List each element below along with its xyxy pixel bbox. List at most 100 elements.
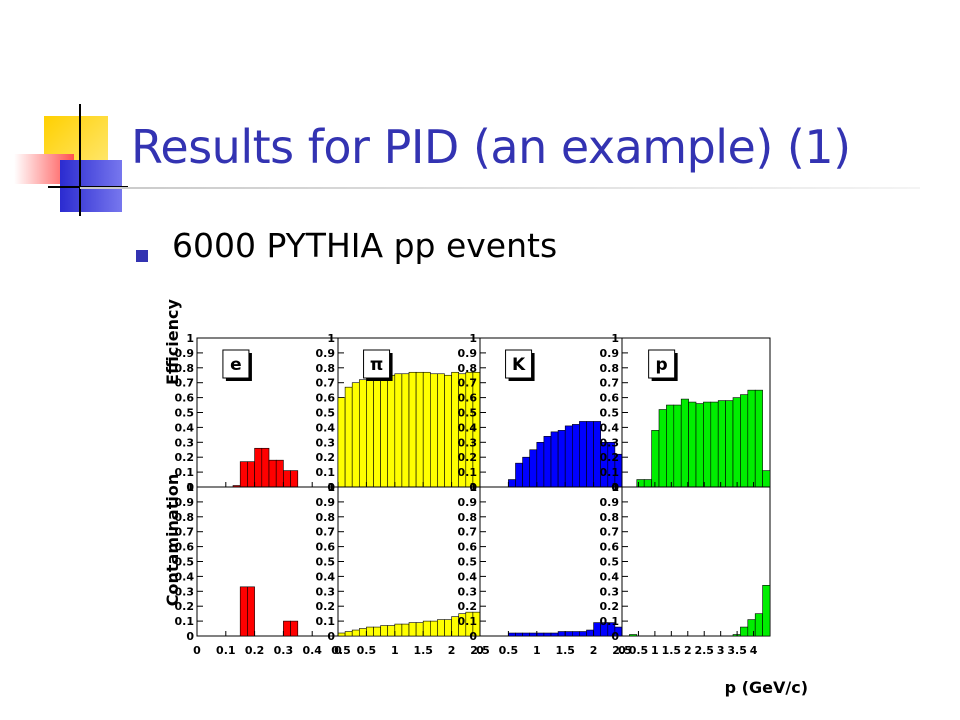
bar-efficiency: [740, 394, 749, 488]
y-tick-label: 0.6: [458, 541, 478, 554]
bar-efficiency: [515, 462, 523, 488]
y-tick-label: 0.1: [316, 466, 336, 479]
y-tick-label: 0.5: [175, 407, 195, 420]
bar-efficiency: [522, 456, 530, 488]
y-tick-label: 0.6: [316, 392, 336, 405]
y-tick-label: 0.6: [458, 392, 478, 405]
bar-efficiency: [651, 430, 660, 488]
bar-efficiency: [673, 404, 682, 488]
y-tick-label: 0.4: [316, 421, 336, 434]
bar-efficiency: [415, 371, 424, 488]
y-tick-label: 0.4: [175, 570, 195, 583]
bar-contamination: [408, 622, 417, 637]
y-tick-label: 0.3: [175, 436, 195, 449]
x-tick-label: 2: [590, 644, 598, 657]
bar-efficiency: [429, 373, 438, 488]
bar-contamination: [522, 632, 530, 637]
y-tick-label: 1: [327, 481, 335, 494]
y-tick-label: 0.8: [600, 362, 620, 375]
x-tick-label: 0: [476, 644, 484, 657]
y-tick-label: 0.9: [600, 496, 620, 509]
y-tick-label: 0: [469, 481, 477, 494]
y-tick-label: 0.5: [175, 556, 195, 569]
bar-efficiency: [586, 421, 594, 488]
bar-efficiency: [643, 479, 652, 488]
bar-contamination: [586, 629, 594, 637]
y-tick-label: 0.8: [458, 362, 478, 375]
y-tick-label: 0: [327, 481, 335, 494]
y-tick-label: 0.9: [175, 347, 195, 360]
bar-efficiency: [543, 436, 552, 488]
y-tick-label: 0.1: [175, 466, 195, 479]
x-tick-label: 3.5: [727, 644, 747, 657]
y-tick-label: 0.2: [316, 451, 336, 464]
bar-efficiency: [290, 470, 299, 488]
bar-contamination: [543, 632, 552, 637]
y-tick-label: 0.3: [175, 585, 195, 598]
bar-contamination: [290, 620, 299, 637]
y-tick-label: 0: [611, 481, 619, 494]
y-tick-label: 0.1: [458, 466, 478, 479]
bar-efficiency: [536, 441, 545, 488]
bar-contamination: [247, 586, 255, 637]
bar-contamination: [515, 632, 523, 637]
y-tick-label: 0.1: [600, 466, 620, 479]
bar-contamination: [366, 626, 374, 637]
bar-contamination: [373, 626, 381, 637]
bar-efficiency: [437, 373, 445, 488]
y-tick-label: 1: [186, 332, 194, 345]
bar-efficiency: [373, 376, 381, 488]
bar-contamination: [629, 634, 638, 637]
y-tick-label: 1: [186, 481, 194, 494]
x-tick-label: 1: [533, 644, 541, 657]
bar-efficiency: [564, 425, 573, 488]
y-tick-label: 0.2: [600, 600, 620, 613]
y-tick-label: 1: [469, 481, 477, 494]
legend-box: [222, 349, 250, 379]
bar-contamination: [508, 632, 516, 637]
legend-label: π: [370, 355, 383, 375]
y-tick-label: 0.5: [600, 556, 620, 569]
y-tick-label: 0.4: [600, 421, 620, 434]
legend-box: [363, 349, 391, 379]
bar-contamination: [740, 626, 749, 637]
x-tick-label: 3: [717, 644, 725, 657]
y-tick-label: 0.2: [600, 451, 620, 464]
bar-efficiency: [725, 400, 734, 488]
bar-contamination: [422, 620, 431, 637]
y-tick-label: 1: [469, 332, 477, 345]
bar-contamination: [529, 632, 538, 637]
x-tick-label: 0.5: [331, 644, 351, 657]
bar-efficiency: [747, 389, 756, 488]
bullet-text: 6000 PYTHIA pp events: [172, 226, 558, 265]
y-tick-label: 0: [186, 630, 194, 643]
x-tick-label: 4: [750, 644, 758, 657]
x-tick-label: 2: [684, 644, 692, 657]
y-tick-label: 0.7: [175, 526, 195, 539]
bar-efficiency: [261, 447, 270, 488]
bar-efficiency: [680, 398, 689, 488]
y-tick-label: 0.7: [316, 526, 336, 539]
bar-efficiency: [366, 377, 374, 488]
bar-contamination: [747, 619, 756, 637]
y-tick-label: 0.4: [458, 570, 478, 583]
y-tick-label: 0.7: [600, 377, 620, 390]
x-tick-label: 1.5: [413, 644, 433, 657]
y-tick-label: 0: [611, 630, 619, 643]
y-tick-label: 0: [327, 630, 335, 643]
x-tick-label: 1.5: [555, 644, 575, 657]
x-tick-label: 0.2: [245, 644, 265, 657]
bar-efficiency: [275, 459, 284, 488]
y-tick-label: 0.5: [458, 407, 478, 420]
bar-contamination: [394, 623, 403, 637]
bar-efficiency: [358, 379, 367, 488]
y-tick-label: 0.3: [316, 585, 336, 598]
bar-efficiency: [688, 401, 697, 488]
bar-efficiency: [579, 421, 587, 488]
x-tick-label: 0.5: [499, 644, 519, 657]
bar-efficiency: [557, 430, 566, 488]
y-tick-label: 0.7: [600, 526, 620, 539]
x-tick-label: 2.5: [470, 644, 490, 657]
bar-efficiency: [387, 374, 396, 488]
